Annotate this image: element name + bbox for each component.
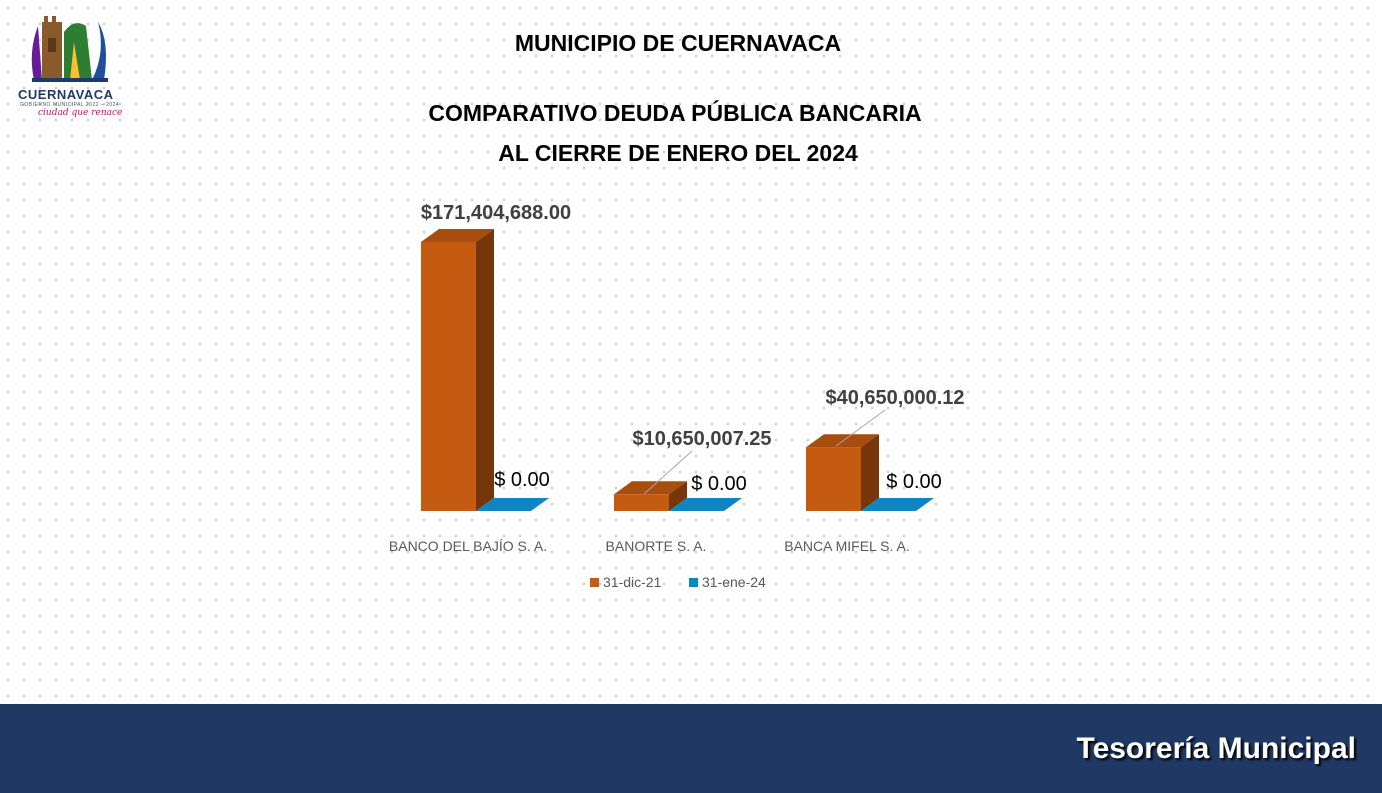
legend-label: 31-dic-21 [603,574,662,590]
label-leader-line [643,450,693,495]
bar-front [421,242,476,511]
bar-side [669,481,687,511]
logo-wordmark: CUERNAVACA [18,87,114,102]
chart-title-line1: COMPARATIVO DEUDA PÚBLICA BANCARIA [428,100,922,126]
data-label-zero: $ 0.00 [691,473,747,495]
footer-bar: Tesorería Municipal [0,704,1382,793]
footer-title: Tesorería Municipal [1076,732,1356,765]
data-label-zero: $ 0.00 [494,469,550,491]
data-label: $171,404,688.00 [421,202,571,224]
bar-zero-top [861,498,934,511]
data-label-zero: $ 0.00 [886,471,942,493]
bar-side [861,434,879,511]
cuernavaca-logo: CUERNAVACA GOBIERNO MUNICIPAL 2022 – 202… [14,12,138,122]
legend-label: 31-ene-24 [702,574,766,590]
chart-title-line2: AL CIERRE DE ENERO DEL 2024 [498,140,858,166]
data-label: $10,650,007.25 [632,428,771,450]
bar-zero-top [476,498,549,511]
bar-zero-top [669,498,742,511]
category-label: BANORTE S. A. [606,538,707,554]
logo-subtext: GOBIERNO MUNICIPAL 2022 – 2024 [20,102,120,108]
bar-front [806,447,861,511]
logo-emblem-icon [31,16,108,82]
bar-front [614,494,669,511]
bar-side [476,229,494,511]
legend-swatch [689,578,698,587]
category-label: BANCA MIFEL S. A. [784,538,910,554]
bar-top [421,229,494,242]
logo-slogan: ciudad que renace [38,108,123,118]
page-title: MUNICIPIO DE CUERNAVACA [514,30,842,56]
category-label: BANCO DEL BAJÍO S. A. [389,538,547,554]
debt-comparison-chart: $171,404,688.00 $ 0.00 BANCO DEL BAJÍO S. … [389,202,965,590]
legend-swatch [590,578,599,587]
label-leader-line [835,409,886,447]
data-label: $40,650,000.12 [825,387,964,409]
